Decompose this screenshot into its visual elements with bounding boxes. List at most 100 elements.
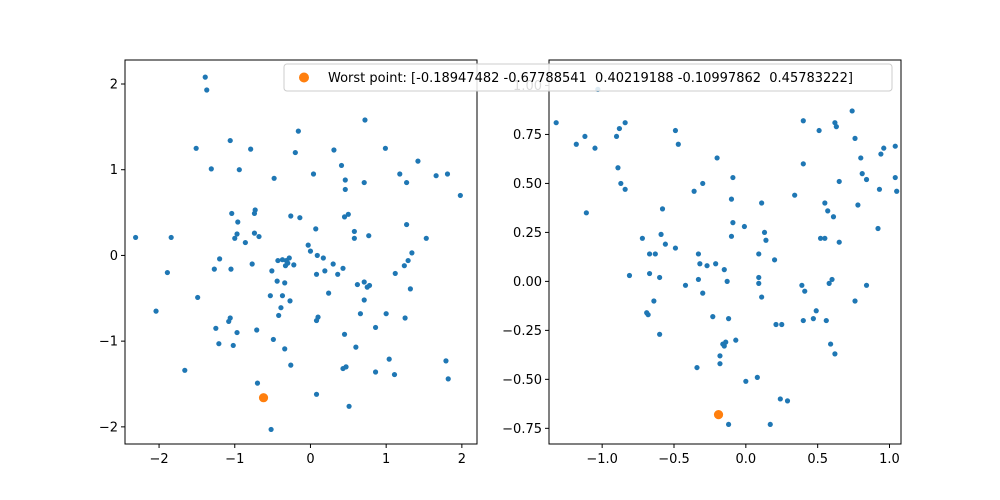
data-point [235,219,241,225]
data-point [657,274,663,281]
data-point [353,344,359,350]
data-point [725,316,732,322]
data-point [800,161,806,167]
data-point [710,314,716,320]
data-point [202,74,208,80]
data-point [759,294,765,300]
y-tick-label: 0 [110,249,118,264]
data-point [810,316,816,322]
data-point [756,251,762,257]
data-point [216,341,222,347]
data-point [763,237,769,243]
data-point [415,158,421,164]
data-point [659,206,666,212]
data-point [833,124,839,130]
data-point [340,265,346,271]
data-point [343,364,349,370]
data-point [295,128,301,134]
data-point [822,235,828,241]
data-point [694,364,700,371]
data-point [213,325,219,331]
data-point [443,358,449,364]
data-point [784,398,791,404]
data-point [717,361,723,367]
data-point [881,145,887,151]
data-point [182,367,188,373]
data-point [672,127,679,134]
legend-label: Worst point: [-0.18947482 -0.67788541 0.… [328,71,853,86]
data-point [592,145,598,151]
y-tick-label: 0.75 [513,128,542,143]
data-point [267,293,273,299]
y-tick-label: 0.50 [513,177,542,192]
data-point [858,155,864,161]
data-point [282,280,288,286]
data-point [662,241,668,247]
data-point [234,329,240,336]
data-point [728,233,735,239]
data-point [658,231,664,237]
axes-frame [124,59,478,445]
data-point [392,270,398,277]
data-point [193,145,199,151]
data-point [583,210,589,216]
data-point [836,178,842,185]
data-point [242,239,248,246]
subplot-left: −2 −1 0 1 2 −2 −1 0 1 2 [99,59,478,467]
data-point [338,162,345,169]
data-point [646,251,653,257]
x-tick-label: −1.0 [586,452,618,467]
data-point [320,255,326,261]
data-point [230,342,236,349]
data-point [204,87,210,93]
data-point [372,369,379,375]
data-point [700,290,706,296]
data-point [433,173,439,179]
data-point [836,239,842,245]
data-point [724,278,730,284]
data-point [232,235,238,241]
data-point [357,311,364,317]
data-point [859,171,865,177]
data-point [756,280,762,286]
data-point [351,228,357,235]
data-point [832,120,838,126]
data-point [682,282,689,288]
data-point [695,251,702,257]
x-tick-label: 1 [382,452,390,467]
data-point [721,343,727,349]
x-tick-label: 0 [306,452,314,467]
data-point [251,230,258,236]
data-point [313,271,320,277]
data-point [613,133,620,140]
data-point [313,317,320,324]
y-tick-label: 2 [110,78,118,93]
data-point [875,225,881,232]
data-point [626,272,633,279]
data-point [310,171,317,177]
data-point [313,226,319,232]
data-point [227,137,233,144]
worst-point-marker [713,410,724,420]
data-point [351,235,357,241]
data-point [855,202,861,208]
data-point [354,281,360,288]
data-point [270,336,276,343]
data-point [832,351,838,357]
data-point [383,311,389,317]
data-point [816,127,822,134]
data-point [730,174,736,181]
data-point [313,391,320,397]
data-point [652,251,658,257]
data-point [361,297,367,303]
data-point [208,166,214,172]
x-tick-label: −1 [225,452,244,467]
data-point [276,312,282,319]
data-point [829,276,835,283]
data-point [792,192,798,198]
data-point [423,235,429,241]
x-tick-label: 1.0 [879,452,900,467]
data-point [717,353,723,359]
data-point [573,141,579,147]
data-point [249,261,255,267]
